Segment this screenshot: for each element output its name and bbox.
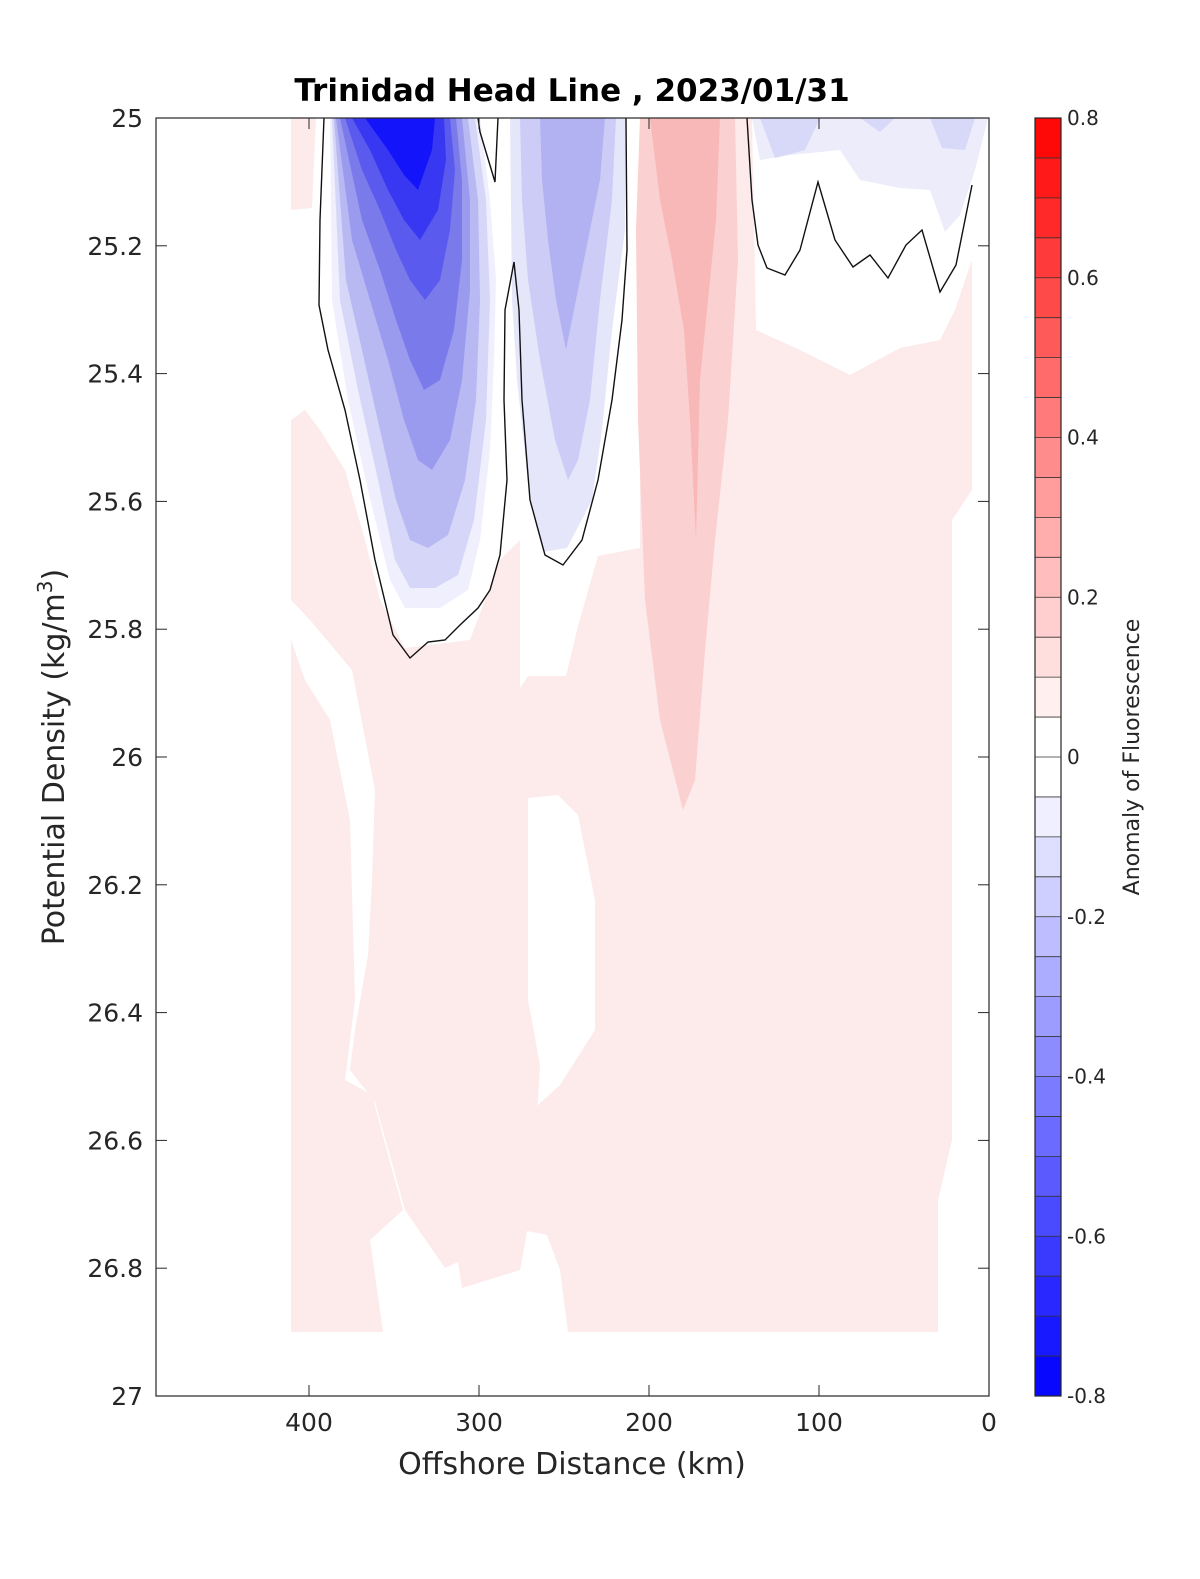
colorbar-tick-label: 0.4 (1067, 426, 1099, 450)
colorbar-segment (1035, 757, 1061, 798)
colorbar-segment (1035, 836, 1061, 878)
y-tick-label: 26.4 (87, 999, 143, 1028)
x-axis-label: Offshore Distance (km) (398, 1447, 746, 1482)
x-tick-label: 400 (285, 1408, 333, 1437)
colorbar-segment (1035, 477, 1061, 518)
colorbar-segment (1035, 357, 1061, 398)
colorbar-tick-label: 0 (1067, 745, 1080, 769)
colorbar-segment (1035, 157, 1061, 199)
colorbar-tick-label: 0.8 (1067, 106, 1099, 130)
colorbar-label: Anomaly of Fluorescence (1120, 619, 1145, 896)
colorbar (1035, 118, 1061, 1397)
colorbar-segment (1035, 916, 1061, 958)
contour-fills (291, 118, 988, 1332)
colorbar-tick-label: 0.2 (1067, 585, 1099, 609)
colorbar-tick-label: -0.2 (1067, 905, 1106, 929)
colorbar-segment (1035, 796, 1061, 838)
zero-contour-line-1 (318, 118, 628, 660)
colorbar-segment (1035, 277, 1061, 319)
colorbar-segment (1035, 397, 1061, 438)
colorbar-segment (1035, 1036, 1061, 1077)
colorbar-segment (1035, 1196, 1061, 1237)
colorbar-tick-label: -0.4 (1067, 1065, 1106, 1089)
colorbar-segment (1035, 1236, 1061, 1277)
colorbar-segment (1035, 597, 1061, 638)
secondary-negative-anomaly-core (540, 118, 605, 350)
colorbar-segment (1035, 1076, 1061, 1117)
colorbar-segment (1035, 717, 1061, 758)
y-tick-label: 26.2 (87, 871, 143, 900)
x-tick-label: 0 (981, 1408, 997, 1437)
surface-negative-patches (752, 118, 988, 232)
colorbar-tick-label: 0.6 (1067, 266, 1099, 290)
x-tick-label: 300 (455, 1408, 503, 1437)
colorbar-segment (1035, 1356, 1061, 1397)
y-tick-label: 25.4 (87, 360, 143, 389)
colorbar-segment (1035, 118, 1061, 159)
y-axis-ticks: 25 25.2 25.4 25.6 25.8 26 26.2 26.4 26.6 26.8 27 (87, 104, 989, 1411)
strong-negative-anomaly-core (365, 118, 435, 190)
colorbar-segment (1035, 996, 1061, 1037)
colorbar-segment (1035, 876, 1061, 918)
y-axis-label: Potential Density (kg/m3) (33, 569, 72, 945)
colorbar-segment (1035, 317, 1061, 359)
colorbar-segment (1035, 1276, 1061, 1317)
x-tick-label: 200 (625, 1408, 673, 1437)
x-axis-ticks: 400 300 200 100 0 (285, 118, 997, 1437)
colorbar-segment (1035, 437, 1061, 478)
positive-column-anomaly (636, 118, 738, 810)
colorbar-ticks: -0.8 -0.6 -0.4 -0.2 0 0.2 0.4 0.6 0.8 (1067, 106, 1106, 1408)
y-tick-label: 27 (111, 1382, 143, 1411)
surface-negative-patch-core-3 (860, 118, 895, 132)
y-tick-label: 26.8 (87, 1254, 143, 1283)
colorbar-segment (1035, 197, 1061, 239)
colorbar-segment (1035, 517, 1061, 558)
y-tick-label: 25.6 (87, 487, 143, 516)
positive-background-anomaly (291, 118, 972, 1332)
colorbar-frame (1034, 117, 1062, 1397)
colorbar-segment (1035, 677, 1061, 718)
colorbar-tick-label: -0.6 (1067, 1224, 1106, 1248)
y-tick-label: 25.8 (87, 615, 143, 644)
x-tick-label: 100 (795, 1408, 843, 1437)
y-axis-label-superscript: 3 (33, 580, 57, 593)
colorbar-segment (1035, 1316, 1061, 1357)
zero-contour-line-3 (746, 118, 973, 294)
y-tick-label: 25.2 (87, 232, 143, 261)
surface-negative-patch-core-1 (760, 118, 820, 158)
colorbar-segment (1035, 557, 1061, 598)
colorbar-segment (1035, 1116, 1061, 1157)
y-tick-label: 26.6 (87, 1126, 143, 1155)
y-tick-label: 25 (111, 104, 143, 133)
chart-title: Trinidad Head Line , 2023/01/31 (294, 73, 849, 109)
colorbar-segment (1035, 956, 1061, 998)
colorbar-segment (1035, 237, 1061, 279)
colorbar-segment (1035, 1156, 1061, 1197)
colorbar-tick-label: -0.8 (1067, 1384, 1106, 1408)
y-tick-label: 26 (111, 743, 143, 772)
surface-negative-patch-core-2 (930, 118, 975, 150)
positive-column-core (650, 118, 720, 540)
colorbar-segment (1035, 637, 1061, 678)
